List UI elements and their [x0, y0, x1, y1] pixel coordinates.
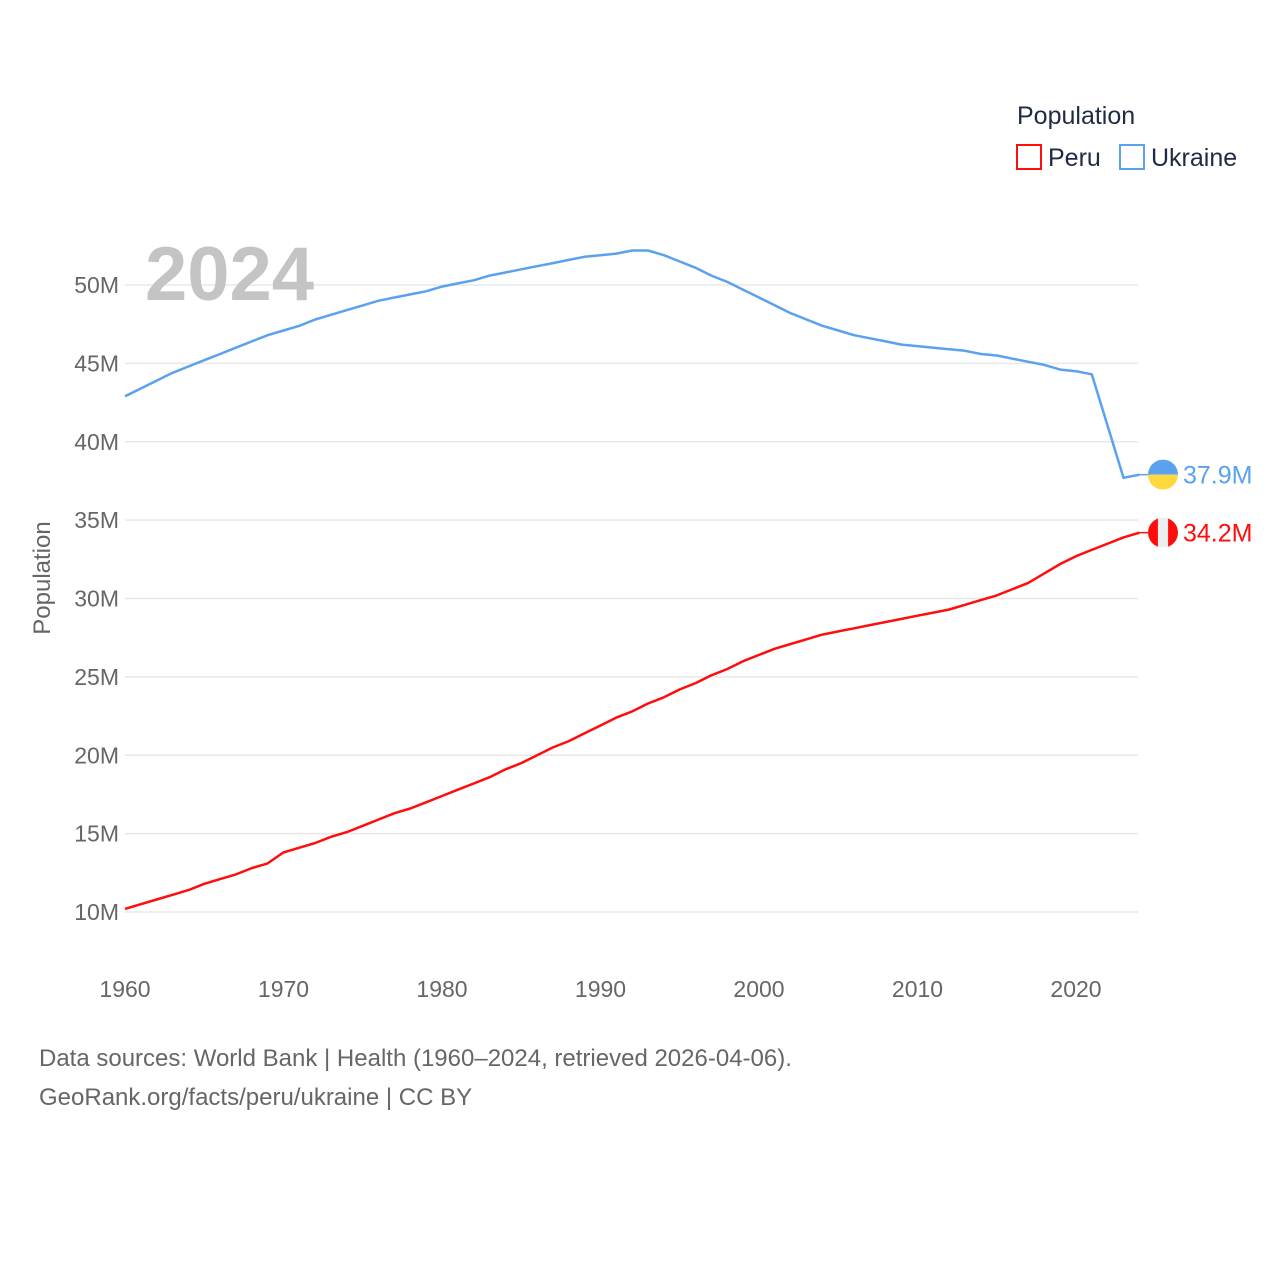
y-tick-label: 10M: [74, 899, 119, 925]
x-tick-label: 2010: [892, 976, 943, 1002]
series-line-peru[interactable]: [124, 531, 1140, 911]
x-tick-label: 2020: [1050, 976, 1101, 1002]
y-axis-label: Population: [29, 521, 56, 634]
year-watermark: 2024: [145, 232, 314, 317]
legend-swatch-peru[interactable]: [1016, 144, 1042, 170]
x-tick-label: 1980: [416, 976, 467, 1002]
y-tick-label: 45M: [74, 350, 119, 376]
y-tick-label: 30M: [74, 586, 119, 612]
x-tick-label: 2000: [733, 976, 784, 1002]
peru-flag-icon: [1148, 517, 1178, 548]
footer-sources: Data sources: World Bank | Health (1960–…: [39, 1045, 792, 1072]
y-tick-label: 25M: [74, 664, 119, 690]
y-tick-label: 40M: [74, 429, 119, 455]
legend-swatch-ukraine[interactable]: [1119, 144, 1145, 170]
footer-attribution: GeoRank.org/facts/peru/ukraine | CC BY: [39, 1084, 473, 1111]
x-tick-label: 1990: [575, 976, 626, 1002]
x-tick-label: 1970: [258, 976, 309, 1002]
legend-item-peru[interactable]: Peru: [1048, 144, 1101, 172]
y-tick-label: 20M: [74, 742, 119, 768]
end-value-label-peru: 34.2M: [1183, 520, 1252, 548]
y-tick-label: 50M: [74, 272, 119, 298]
legend-item-ukraine[interactable]: Ukraine: [1151, 144, 1237, 172]
end-value-label-ukraine: 37.9M: [1183, 462, 1252, 490]
series-line-ukraine[interactable]: [124, 249, 1140, 480]
ukraine-flag-icon: [1148, 459, 1178, 490]
y-tick-label: 35M: [74, 507, 119, 533]
legend-title: Population: [1017, 102, 1135, 130]
y-tick-label: 15M: [74, 821, 119, 847]
x-tick-label: 1960: [99, 976, 150, 1002]
legend: Population Peru Ukraine: [1016, 102, 1237, 172]
